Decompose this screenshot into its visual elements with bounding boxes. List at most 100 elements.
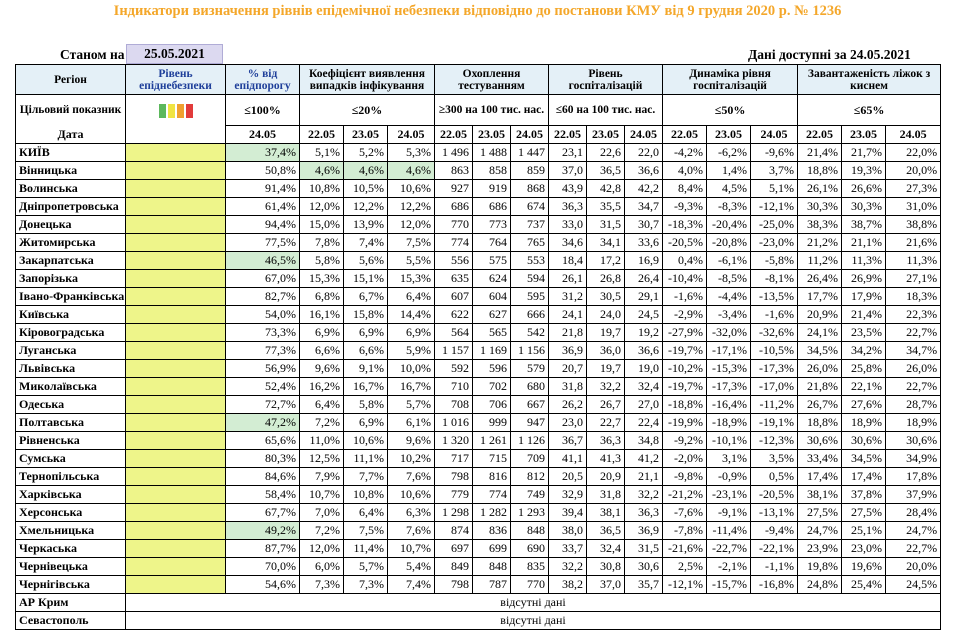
- oxygen-beds-value: 25,4%: [841, 574, 887, 594]
- pct-value: 80,3%: [225, 448, 300, 468]
- hosp-level-value: 30,5: [586, 286, 626, 306]
- level-cell: [125, 160, 226, 180]
- oxygen-beds-value: 21,6%: [885, 232, 942, 252]
- oxygen-beds-value: 24,1%: [797, 322, 843, 342]
- testing-value: 1 169: [472, 340, 512, 360]
- detection-value: 10,5%: [343, 178, 388, 198]
- header-pct: % від епідпорогу: [225, 64, 300, 95]
- hosp-level-value: 30,7: [624, 214, 664, 234]
- pct-value: 58,4%: [225, 484, 300, 504]
- date-label: Дата: [15, 125, 126, 144]
- hosp-dynamics-value: -10,5%: [750, 340, 799, 360]
- region-name: Київська: [15, 304, 126, 324]
- oxygen-beds-value: 23,0%: [841, 538, 887, 558]
- hosp-level-value: 20,9: [586, 466, 626, 486]
- oxygen-beds-value: 21,1%: [841, 232, 887, 252]
- level-cell: [125, 214, 226, 234]
- hosp-level-value: 39,4: [548, 502, 588, 522]
- hosp-level-value: 35,7: [624, 574, 664, 594]
- hosp-dynamics-value: -17,3%: [750, 358, 799, 378]
- level-cell: [125, 466, 226, 486]
- hosp-level-value: 37,0: [548, 160, 588, 180]
- table-row: Кіровоградська 73,3% 6,9% 6,9% 6,9% 564 565 542…: [15, 322, 942, 342]
- table-row: Чернівецька 70,0% 6,0% 5,7% 5,4% 849 848 835 32,…: [15, 556, 942, 576]
- oxygen-beds-value: 19,6%: [841, 556, 887, 576]
- pct-value: 94,4%: [225, 214, 300, 234]
- level-color-legend: [158, 102, 194, 119]
- oxygen-beds-value: 17,4%: [797, 466, 843, 486]
- level-cell: [125, 574, 226, 594]
- pct-value: 46,5%: [225, 250, 300, 270]
- detection-value: 15,3%: [299, 268, 344, 288]
- table-row: КИЇВ 37,4% 5,1% 5,2% 5,3% 1 496 1 488 1 447 23,1…: [15, 142, 942, 162]
- oxygen-beds-value: 20,9%: [797, 304, 843, 324]
- oxygen-beds-value: 24,8%: [797, 574, 843, 594]
- target-hosp-dynamics: ≤50%: [662, 94, 799, 126]
- level-cell: [125, 448, 226, 468]
- detection-value: 7,7%: [343, 466, 388, 486]
- detection-value: 10,7%: [299, 484, 344, 504]
- testing-value: 999: [472, 412, 512, 432]
- detection-value: 7,6%: [386, 520, 436, 540]
- hosp-level-value: 36,0: [586, 340, 626, 360]
- hosp-level-value: 41,3: [586, 448, 626, 468]
- detection-value: 4,6%: [299, 160, 344, 180]
- hosp-dynamics-value: -1,1%: [750, 556, 799, 576]
- detection-value: 6,4%: [386, 286, 436, 306]
- testing-value: 1 488: [472, 142, 512, 162]
- detection-value: 15,1%: [343, 268, 388, 288]
- detection-value: 10,0%: [386, 358, 436, 378]
- data-available-label: Дані доступні за 24.05.2021: [748, 47, 911, 62]
- date-hosp-2: 24.05: [624, 124, 664, 144]
- testing-value: 774: [434, 232, 474, 252]
- hosp-dynamics-value: 4,0%: [662, 160, 708, 180]
- oxygen-beds-value: 38,1%: [797, 484, 843, 504]
- hosp-level-value: 26,7: [586, 394, 626, 414]
- level-color-swatch: [185, 104, 193, 119]
- oxygen-beds-value: 26,9%: [841, 268, 887, 288]
- hosp-dynamics-value: -20,8%: [706, 232, 752, 252]
- hosp-level-value: 22,6: [586, 142, 626, 162]
- oxygen-beds-value: 21,2%: [797, 232, 843, 252]
- testing-value: 859: [510, 160, 550, 180]
- hosp-dynamics-value: 1,4%: [706, 160, 752, 180]
- detection-value: 4,6%: [386, 160, 436, 180]
- detection-value: 10,6%: [343, 430, 388, 450]
- hosp-level-value: 37,0: [586, 574, 626, 594]
- detection-value: 10,8%: [343, 484, 388, 504]
- oxygen-beds-value: 24,7%: [797, 520, 843, 540]
- hosp-level-value: 42,2: [624, 178, 664, 198]
- detection-value: 16,7%: [386, 376, 436, 396]
- hosp-dynamics-value: -18,9%: [706, 412, 752, 432]
- date-test-1: 23.05: [472, 124, 512, 144]
- level-cell: [125, 538, 226, 558]
- detection-value: 12,0%: [386, 214, 436, 234]
- hosp-level-value: 19,2: [624, 322, 664, 342]
- testing-value: 798: [434, 574, 474, 594]
- hosp-dynamics-value: -5,8%: [750, 250, 799, 270]
- hosp-dynamics-value: -4,2%: [662, 142, 708, 162]
- oxygen-beds-value: 38,7%: [841, 214, 887, 234]
- detection-value: 16,7%: [343, 376, 388, 396]
- region-name: Івано-Франківська: [15, 286, 126, 306]
- pct-value: 56,9%: [225, 358, 300, 378]
- hosp-dynamics-value: -22,7%: [706, 538, 752, 558]
- region-name: Рівненська: [15, 430, 126, 450]
- testing-value: 787: [472, 574, 512, 594]
- hosp-level-value: 26,4: [624, 268, 664, 288]
- hosp-level-value: 24,5: [624, 304, 664, 324]
- testing-value: 690: [510, 538, 550, 558]
- detection-value: 6,8%: [299, 286, 344, 306]
- region-name: Полтавська: [15, 412, 126, 432]
- region-name: Запорізька: [15, 268, 126, 288]
- detection-value: 11,0%: [299, 430, 344, 450]
- pct-value: 54,6%: [225, 574, 300, 594]
- hosp-dynamics-value: 8,4%: [662, 178, 708, 198]
- hosp-dynamics-value: -22,1%: [750, 538, 799, 558]
- oxygen-beds-value: 25,1%: [841, 520, 887, 540]
- hosp-dynamics-value: -13,1%: [750, 502, 799, 522]
- detection-value: 15,3%: [386, 268, 436, 288]
- testing-value: 579: [510, 358, 550, 378]
- hosp-level-value: 32,2: [624, 484, 664, 504]
- detection-value: 7,4%: [386, 574, 436, 594]
